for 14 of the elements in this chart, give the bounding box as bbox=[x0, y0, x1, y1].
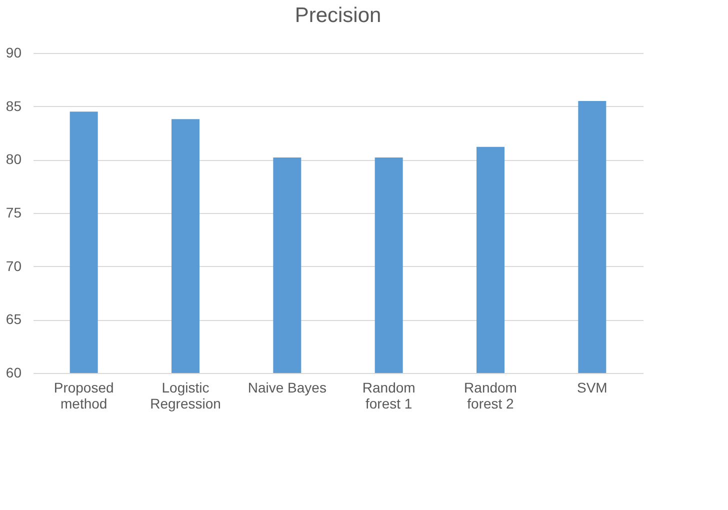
x-tick-label: Logistic Regression bbox=[150, 380, 221, 412]
y-tick-label: 75 bbox=[6, 204, 22, 220]
y-tick-label: 70 bbox=[6, 258, 22, 274]
chart-title: Precision bbox=[294, 4, 382, 27]
x-tick-label: Random forest 1 bbox=[362, 380, 416, 412]
y-tick-label: 90 bbox=[6, 44, 22, 60]
y-tick-label: 85 bbox=[6, 98, 22, 114]
x-tick-label: Naive Bayes bbox=[248, 380, 326, 396]
y-tick-label: 65 bbox=[6, 311, 22, 328]
x-tick-label: Proposed method bbox=[54, 380, 114, 412]
x-tick-label: SVM bbox=[576, 380, 608, 396]
x-tick-label: Random forest 2 bbox=[464, 380, 517, 412]
y-tick-label: 80 bbox=[6, 151, 22, 168]
y-tick-label: 60 bbox=[6, 364, 22, 380]
